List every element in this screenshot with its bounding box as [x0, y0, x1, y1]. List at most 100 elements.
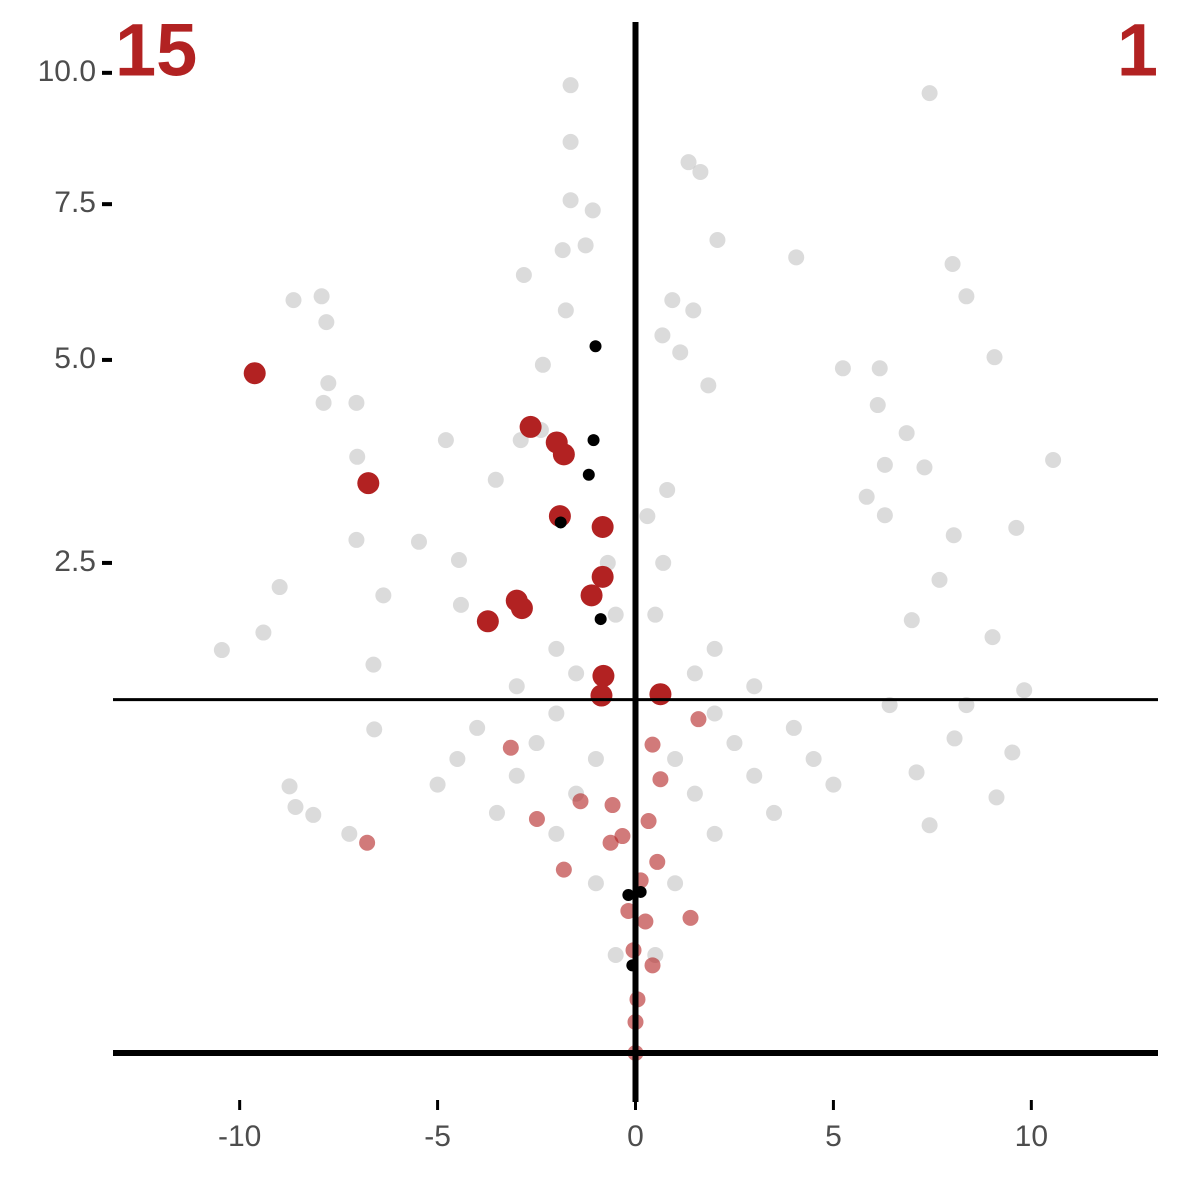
- point: [590, 684, 613, 707]
- point: [766, 804, 783, 821]
- y-tick-label: 5.0: [54, 342, 96, 375]
- x-tick-label: 0: [627, 1120, 644, 1153]
- point: [548, 705, 565, 722]
- point: [664, 292, 681, 309]
- point: [285, 292, 302, 309]
- point: [921, 85, 938, 102]
- point: [502, 739, 519, 756]
- point: [589, 340, 602, 353]
- point: [1045, 452, 1062, 469]
- point: [315, 394, 332, 411]
- point: [692, 163, 709, 180]
- point: [580, 584, 603, 607]
- point: [305, 806, 322, 823]
- point: [450, 551, 467, 568]
- point: [548, 640, 565, 657]
- point: [931, 571, 948, 588]
- point: [685, 302, 702, 319]
- point: [243, 362, 266, 385]
- point: [647, 606, 664, 623]
- point: [649, 683, 672, 706]
- point: [788, 249, 805, 266]
- point: [746, 678, 763, 695]
- point: [528, 810, 545, 827]
- point: [644, 736, 661, 753]
- point: [834, 360, 851, 377]
- point: [568, 665, 585, 682]
- y-tick-label: 7.5: [54, 186, 96, 219]
- point: [213, 642, 230, 659]
- point: [944, 255, 961, 272]
- point: [452, 596, 469, 613]
- point: [622, 888, 635, 901]
- y-tick-label: 10.0: [38, 55, 96, 88]
- point: [876, 507, 893, 524]
- point: [655, 554, 672, 571]
- point: [562, 192, 579, 209]
- point: [487, 471, 504, 488]
- x-tick-label: 5: [825, 1120, 842, 1153]
- point: [667, 750, 684, 767]
- point: [686, 665, 703, 682]
- point: [667, 875, 684, 892]
- point: [591, 515, 614, 538]
- point: [637, 913, 654, 930]
- point: [871, 360, 888, 377]
- point: [644, 957, 661, 974]
- point: [365, 656, 382, 673]
- point: [528, 735, 545, 752]
- point: [945, 527, 962, 544]
- point: [587, 434, 600, 447]
- point: [659, 481, 676, 498]
- point: [858, 488, 875, 505]
- point: [510, 597, 533, 620]
- point: [534, 356, 551, 373]
- point: [607, 946, 624, 963]
- point: [706, 705, 723, 722]
- x-tick-label: -5: [424, 1120, 451, 1153]
- point: [410, 533, 427, 550]
- point: [594, 613, 607, 626]
- point: [562, 77, 579, 94]
- point: [682, 909, 699, 926]
- point: [602, 834, 619, 851]
- point: [706, 640, 723, 657]
- point: [572, 793, 589, 810]
- point: [587, 750, 604, 767]
- point: [652, 771, 669, 788]
- point: [988, 789, 1005, 806]
- point: [349, 448, 366, 465]
- point: [986, 349, 1003, 366]
- point: [348, 394, 365, 411]
- point: [429, 776, 446, 793]
- point: [271, 579, 288, 596]
- point: [746, 767, 763, 784]
- point: [898, 425, 915, 442]
- point: [519, 415, 542, 438]
- point: [654, 327, 671, 344]
- x-tick-label: -10: [218, 1120, 261, 1153]
- point: [908, 764, 925, 781]
- point: [548, 825, 565, 842]
- point: [318, 314, 335, 331]
- point: [984, 629, 1001, 646]
- point: [562, 133, 579, 150]
- point: [554, 516, 567, 529]
- point: [554, 242, 571, 259]
- point: [869, 397, 886, 414]
- point: [958, 288, 975, 305]
- point: [341, 825, 358, 842]
- point: [639, 508, 656, 525]
- point: [357, 472, 380, 495]
- point: [805, 750, 822, 767]
- point: [876, 456, 893, 473]
- point: [515, 267, 532, 284]
- point: [903, 612, 920, 629]
- point: [313, 288, 330, 305]
- y-tick-label: 2.5: [54, 545, 96, 578]
- point: [587, 875, 604, 892]
- point: [604, 797, 621, 814]
- point: [375, 587, 392, 604]
- point: [584, 202, 601, 219]
